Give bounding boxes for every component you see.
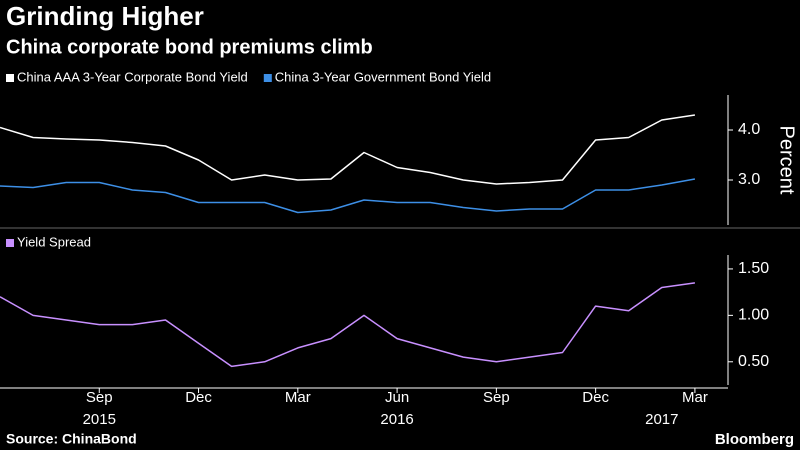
logo: Bloomberg	[715, 431, 794, 448]
y-axis-label: Percent	[776, 126, 798, 195]
y-tick-label: 3.0	[738, 171, 760, 188]
legend-label: Yield Spread	[17, 234, 91, 249]
chart-title: Grinding Higher	[6, 1, 204, 31]
x-group-label: 2016	[380, 411, 413, 428]
x-group-label: 2017	[645, 411, 678, 428]
x-tick-label: Jun	[385, 389, 409, 406]
series-line	[0, 178, 696, 214]
legend-swatch	[6, 74, 14, 82]
legend-swatch	[263, 74, 272, 82]
x-tick-label: Sep	[86, 389, 113, 406]
legend-label: China AAA 3-Year Corporate Bond Yield	[17, 69, 248, 84]
chart-subtitle: China corporate bond premiums climb	[6, 36, 373, 58]
y-tick-label: 4.0	[738, 121, 760, 138]
x-tick-label: Dec	[185, 389, 212, 406]
x-tick-label: Mar	[682, 389, 708, 406]
x-tick-label: Sep	[483, 389, 510, 406]
x-tick-label: Dec	[582, 389, 609, 406]
y-tick-label: 1.00	[738, 307, 769, 324]
x-group-label: 2015	[83, 411, 116, 428]
series-line	[0, 282, 696, 368]
y-tick-label: 1.50	[738, 260, 769, 277]
legend-label: China 3-Year Government Bond Yield	[275, 69, 491, 84]
x-tick-label: Mar	[285, 389, 311, 406]
y-tick-label: 0.50	[738, 353, 769, 370]
series-line	[0, 114, 696, 185]
legend-swatch	[6, 239, 14, 247]
source: Source: ChinaBond	[6, 431, 137, 447]
